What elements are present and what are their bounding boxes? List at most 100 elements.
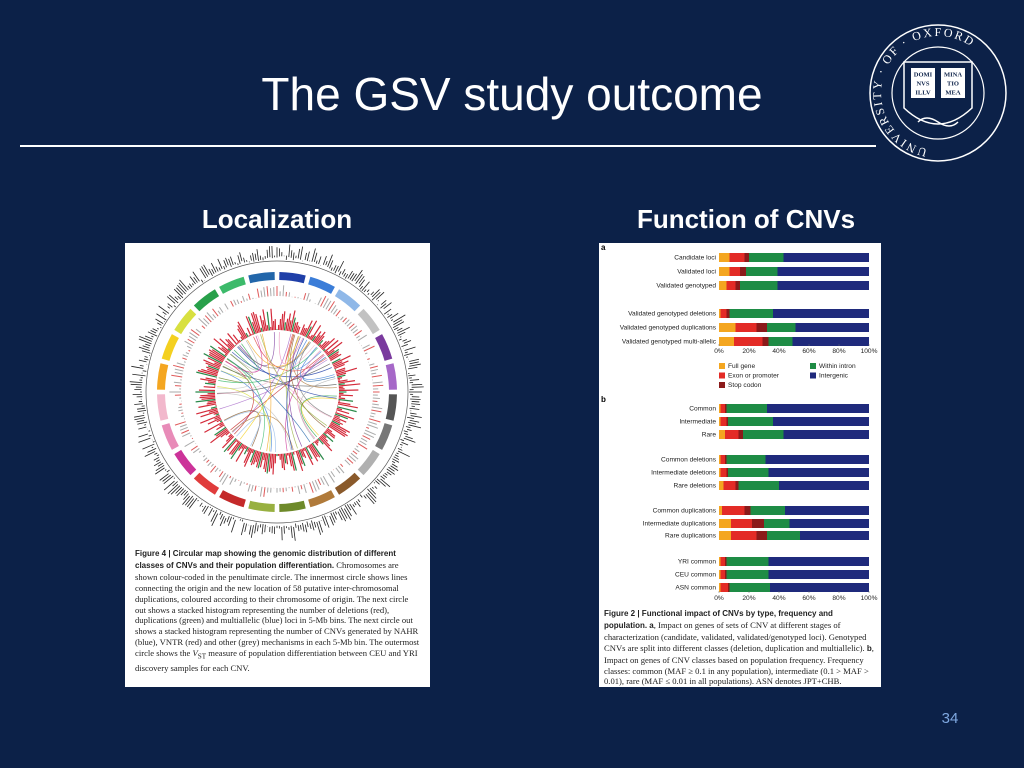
- histogram-tick: [336, 372, 347, 377]
- histogram-tick: [336, 367, 358, 375]
- vst-dot: [367, 492, 377, 503]
- histogram-tick: [291, 452, 297, 471]
- histogram-tick: [203, 359, 221, 368]
- histogram-tick: [363, 345, 375, 352]
- histogram-tick: [190, 329, 200, 336]
- histogram-tick: [262, 319, 266, 332]
- histogram-tick: [196, 371, 217, 378]
- bar-segment: [719, 404, 721, 413]
- histogram-tick: [205, 377, 217, 381]
- histogram-tick: [216, 424, 225, 431]
- histogram-tick: [303, 447, 314, 466]
- histogram-tick: [227, 343, 234, 350]
- vst-dot: [176, 287, 184, 295]
- histogram-tick: [323, 432, 334, 443]
- chromosome-arc: [157, 394, 169, 421]
- vst-dot: [239, 252, 243, 262]
- bar-segment: [792, 337, 869, 346]
- bar-segment: [720, 468, 727, 477]
- bar-segment: [768, 570, 869, 579]
- page-number: 34: [942, 710, 959, 727]
- histogram-tick: [283, 322, 287, 331]
- caption-text: b: [866, 643, 872, 653]
- vst-dot: [166, 469, 170, 473]
- histogram-tick: [237, 324, 247, 339]
- bar-segment: [779, 481, 869, 490]
- vst-dot: [139, 364, 144, 367]
- chromosome-arc: [357, 308, 380, 335]
- vst-dot: [338, 271, 342, 276]
- histogram-tick: [244, 445, 248, 450]
- histogram-tick: [322, 298, 329, 309]
- vst-dot: [137, 410, 147, 412]
- vst-dot: [380, 300, 387, 305]
- histogram-tick: [207, 400, 216, 403]
- vst-dot: [297, 525, 300, 532]
- histogram-tick: [338, 380, 356, 384]
- bar-segment: [719, 337, 734, 346]
- histogram-tick: [178, 406, 183, 409]
- logo-motto: TIO: [947, 80, 959, 87]
- histogram-tick: [334, 414, 340, 419]
- vst-dot: [318, 256, 322, 265]
- x-tick-label: 0%: [714, 348, 724, 355]
- bar-segment: [719, 481, 724, 490]
- ring: [145, 260, 409, 524]
- slide-title: The GSV study outcome: [261, 68, 762, 120]
- vst-dot: [183, 493, 189, 500]
- histogram-tick: [247, 484, 251, 492]
- vst-dot: [322, 255, 327, 265]
- bar-segment: [725, 557, 727, 566]
- vst-dot: [408, 374, 416, 377]
- bar-segment: [726, 281, 736, 290]
- category-label: Rare deletions: [673, 482, 716, 489]
- bar-segment: [768, 337, 793, 346]
- chromosome-arc: [334, 289, 361, 312]
- histogram-tick: [245, 316, 255, 335]
- vst-dot: [160, 326, 162, 329]
- bar-segment: [731, 531, 757, 540]
- vst-dot: [199, 502, 203, 507]
- vst-dot: [410, 412, 417, 415]
- histogram-tick: [213, 412, 219, 415]
- logo-book: [941, 68, 965, 98]
- left-heading: Localization: [202, 204, 352, 234]
- histogram-tick: [203, 353, 223, 364]
- histogram-tick: [192, 448, 200, 454]
- logo-motto: MINA: [944, 71, 962, 78]
- vst-dot: [304, 524, 308, 533]
- histogram-tick: [197, 369, 218, 377]
- vst-dot: [250, 255, 252, 261]
- vst-dot: [370, 291, 375, 296]
- histogram-tick: [320, 295, 327, 307]
- histogram-tick: [219, 420, 223, 423]
- histogram-tick: [210, 463, 214, 467]
- vst-dot: [131, 365, 144, 369]
- bar-segment: [729, 583, 770, 592]
- vst-dot: [217, 258, 223, 270]
- histogram-tick: [295, 450, 304, 472]
- vst-dot: [136, 419, 145, 423]
- histogram-tick: [247, 293, 251, 300]
- histogram-tick: [263, 487, 266, 497]
- histogram-tick: [270, 308, 274, 331]
- histogram-tick: [179, 426, 188, 431]
- chromosome-arc: [308, 276, 335, 294]
- legend-swatch: [719, 372, 725, 379]
- histogram-tick: [356, 335, 361, 339]
- histogram-tick: [208, 409, 218, 413]
- bar-segment: [719, 583, 721, 592]
- vst-dot: [162, 311, 167, 315]
- bar-segment: [726, 468, 728, 477]
- vst-dot: [147, 331, 158, 337]
- vst-dot: [396, 452, 399, 455]
- vst-dot: [330, 512, 336, 523]
- duplication-chord: [278, 332, 304, 364]
- vst-dot: [186, 498, 195, 508]
- vst-dot: [254, 522, 257, 534]
- vst-dot: [297, 248, 301, 259]
- chromosome-arc: [385, 363, 397, 390]
- histogram-tick: [200, 410, 219, 418]
- vst-dot: [147, 447, 157, 453]
- duplication-chord: [239, 332, 275, 366]
